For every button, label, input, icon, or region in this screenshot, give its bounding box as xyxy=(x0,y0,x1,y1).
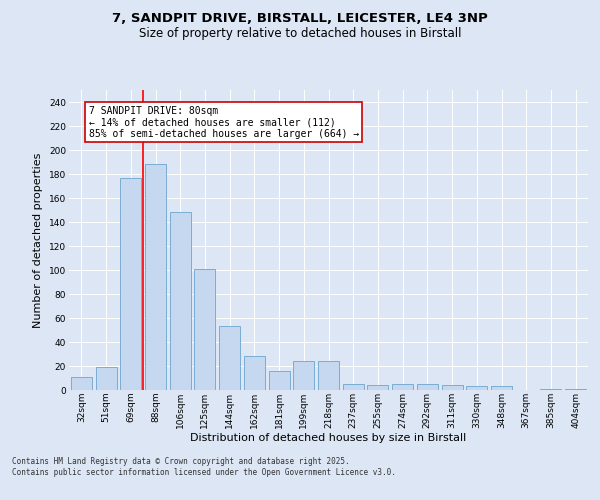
Bar xyxy=(293,361,314,390)
Bar xyxy=(466,386,487,390)
Bar xyxy=(318,361,339,390)
Text: Contains HM Land Registry data © Crown copyright and database right 2025.
Contai: Contains HM Land Registry data © Crown c… xyxy=(12,458,396,477)
Bar xyxy=(95,367,116,390)
Bar xyxy=(367,385,388,390)
Bar xyxy=(343,384,364,390)
Bar xyxy=(219,326,240,390)
Bar xyxy=(244,356,265,390)
Bar xyxy=(491,386,512,390)
Bar xyxy=(269,371,290,390)
Bar xyxy=(170,212,191,390)
Text: Size of property relative to detached houses in Birstall: Size of property relative to detached ho… xyxy=(139,28,461,40)
Bar xyxy=(71,377,92,390)
Bar xyxy=(417,384,438,390)
Bar xyxy=(541,389,562,390)
Bar xyxy=(565,389,586,390)
Text: 7, SANDPIT DRIVE, BIRSTALL, LEICESTER, LE4 3NP: 7, SANDPIT DRIVE, BIRSTALL, LEICESTER, L… xyxy=(112,12,488,26)
Text: 7 SANDPIT DRIVE: 80sqm
← 14% of detached houses are smaller (112)
85% of semi-de: 7 SANDPIT DRIVE: 80sqm ← 14% of detached… xyxy=(89,106,359,139)
X-axis label: Distribution of detached houses by size in Birstall: Distribution of detached houses by size … xyxy=(190,434,467,444)
Bar xyxy=(194,269,215,390)
Bar xyxy=(145,164,166,390)
Bar xyxy=(442,385,463,390)
Bar xyxy=(120,178,141,390)
Y-axis label: Number of detached properties: Number of detached properties xyxy=(34,152,43,328)
Bar xyxy=(392,384,413,390)
